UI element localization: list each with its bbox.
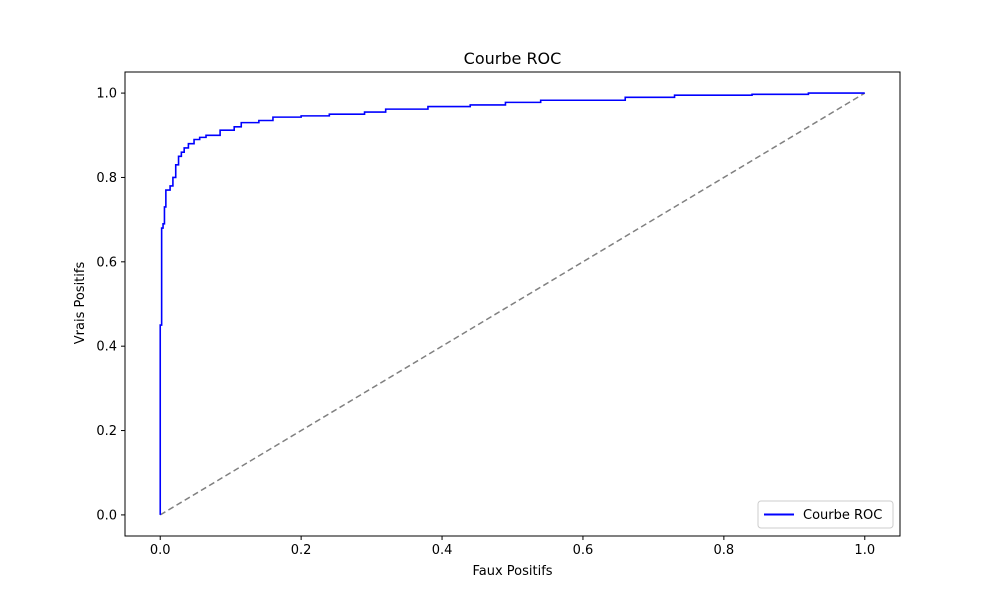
x-tick-label: 0.4 bbox=[432, 543, 453, 558]
x-tick-label: 0.0 bbox=[150, 543, 171, 558]
series-layer bbox=[159, 92, 866, 516]
random-baseline-line bbox=[159, 92, 866, 516]
x-tick-label: 0.8 bbox=[714, 543, 735, 558]
y-tick-label: 0.8 bbox=[96, 171, 117, 186]
x-axis-label: Faux Positifs bbox=[472, 564, 552, 579]
y-tick-label: 0.6 bbox=[96, 255, 117, 270]
y-tick-label: 0.2 bbox=[96, 424, 117, 439]
y-tick-label: 0.4 bbox=[96, 340, 117, 355]
legend-box bbox=[757, 500, 894, 529]
plot-area-frame bbox=[124, 71, 901, 537]
x-tick-label: 1.0 bbox=[854, 543, 875, 558]
tick-layer: 0.0 0.2 0.4 0.6 0.8 1.0 0.0 0.2 0.4 0.6 0.8 1.0 bbox=[96, 87, 875, 558]
legend: Courbe ROC bbox=[757, 500, 894, 529]
x-tick-label: 0.6 bbox=[573, 543, 594, 558]
y-tick-label: 0.0 bbox=[96, 508, 117, 523]
x-tick-label: 0.2 bbox=[291, 543, 312, 558]
y-tick-label: 1.0 bbox=[96, 87, 117, 102]
y-axis-label: Vrais Positifs bbox=[73, 262, 88, 345]
legend-label: Courbe ROC bbox=[803, 508, 882, 523]
roc-curve-line bbox=[159, 92, 865, 515]
chart-title: Courbe ROC bbox=[464, 49, 562, 68]
